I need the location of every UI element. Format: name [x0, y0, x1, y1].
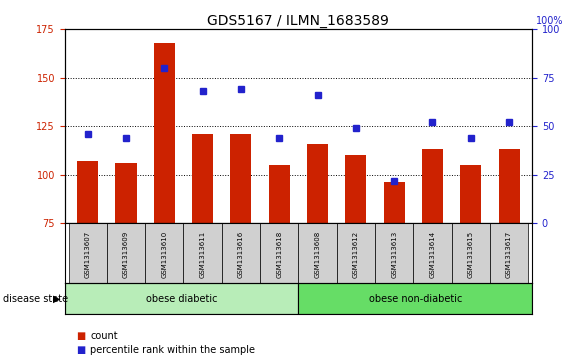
Bar	[192, 134, 213, 223]
Text: GSM1313612: GSM1313612	[353, 231, 359, 278]
Text: GSM1313613: GSM1313613	[391, 231, 397, 278]
Bar	[337, 223, 375, 283]
Text: obese non-diabetic: obese non-diabetic	[369, 294, 462, 303]
Bar	[298, 283, 532, 314]
Text: count: count	[90, 331, 118, 341]
Text: GSM1313609: GSM1313609	[123, 231, 129, 278]
Bar	[69, 223, 107, 283]
Bar	[145, 223, 184, 283]
Bar	[184, 223, 222, 283]
Text: GSM1313618: GSM1313618	[276, 231, 282, 278]
Text: ■: ■	[76, 345, 85, 355]
Bar	[269, 165, 290, 223]
Bar	[107, 223, 145, 283]
Bar	[230, 134, 252, 223]
Bar	[307, 144, 328, 223]
Bar	[413, 223, 452, 283]
Text: GSM1313616: GSM1313616	[238, 231, 244, 278]
Text: GSM1313607: GSM1313607	[84, 231, 91, 278]
Text: GSM1313608: GSM1313608	[315, 231, 320, 278]
Bar	[65, 283, 298, 314]
Bar	[115, 163, 137, 223]
Bar	[498, 150, 520, 223]
Bar	[452, 223, 490, 283]
Bar	[383, 183, 405, 223]
Text: GSM1313611: GSM1313611	[200, 231, 205, 278]
Text: GSM1313617: GSM1313617	[506, 231, 512, 278]
Bar	[298, 223, 337, 283]
Text: ■: ■	[76, 331, 85, 341]
Bar	[422, 150, 443, 223]
Text: percentile rank within the sample: percentile rank within the sample	[90, 345, 255, 355]
Text: GSM1313614: GSM1313614	[430, 231, 435, 278]
Text: 100%: 100%	[536, 16, 563, 26]
Bar	[375, 223, 413, 283]
Bar	[490, 223, 528, 283]
Text: obese diabetic: obese diabetic	[146, 294, 217, 303]
Bar	[77, 161, 99, 223]
Bar	[154, 42, 175, 223]
Text: GSM1313615: GSM1313615	[468, 231, 473, 278]
Text: GSM1313610: GSM1313610	[162, 231, 167, 278]
Bar	[460, 165, 481, 223]
Text: disease state: disease state	[3, 294, 68, 303]
Bar	[345, 155, 367, 223]
Bar	[260, 223, 298, 283]
Bar	[222, 223, 260, 283]
Text: ▶: ▶	[53, 294, 61, 303]
Title: GDS5167 / ILMN_1683589: GDS5167 / ILMN_1683589	[207, 14, 390, 28]
